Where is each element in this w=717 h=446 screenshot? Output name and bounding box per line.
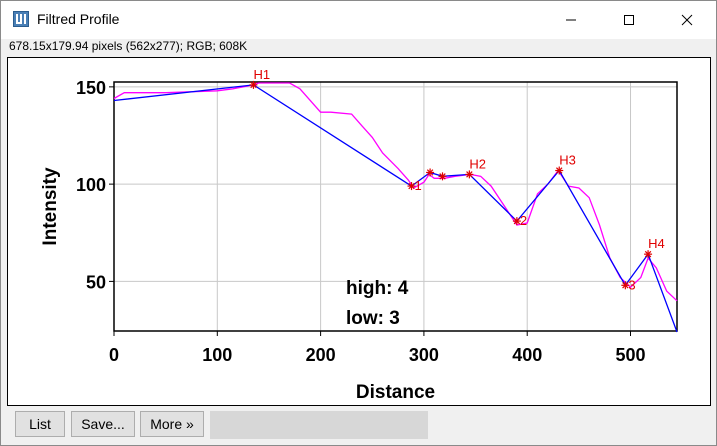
peak-marker — [249, 80, 258, 89]
minimize-icon — [566, 19, 576, 21]
peak-label: H3 — [559, 153, 576, 168]
y-tick-label: 150 — [76, 78, 106, 98]
peak-marker — [465, 170, 474, 179]
valley-label: 1 — [415, 178, 422, 193]
maximize-icon — [624, 15, 634, 25]
close-icon — [681, 14, 693, 26]
high-count-annotation: high: 4 — [346, 278, 409, 299]
x-tick-label: 400 — [512, 345, 542, 365]
close-button[interactable] — [658, 1, 716, 39]
x-tick-label: 200 — [306, 345, 336, 365]
y-tick-label: 50 — [86, 272, 106, 292]
imagej-app-icon — [13, 11, 29, 27]
peak-label: H1 — [253, 67, 270, 82]
x-tick-label: 0 — [109, 345, 119, 365]
peak-marker — [555, 166, 564, 175]
x-tick-label: 100 — [202, 345, 232, 365]
y-axis-title: Intensity — [40, 167, 61, 246]
title-bar[interactable]: Filtred Profile — [1, 1, 716, 39]
peak-label: H4 — [648, 236, 665, 251]
minor-marker — [438, 172, 447, 181]
valley-marker — [512, 217, 521, 226]
low-count-annotation: low: 3 — [346, 308, 400, 329]
image-info: 678.15x179.94 pixels (562x277); RGB; 608… — [9, 39, 248, 53]
peak-marker — [644, 250, 653, 259]
valley-marker — [621, 281, 630, 290]
x-tick-label: 500 — [615, 345, 645, 365]
x-axis-title: Distance — [356, 382, 435, 403]
minor-marker — [426, 168, 435, 177]
minimize-button[interactable] — [542, 1, 600, 39]
peak-label: H2 — [469, 156, 486, 171]
x-tick-label: 300 — [409, 345, 439, 365]
status-bar — [210, 411, 428, 439]
list-button[interactable]: List — [15, 411, 65, 437]
more-button[interactable]: More » — [140, 411, 204, 437]
filtered-profile-line — [113, 82, 678, 302]
valley-label: 3 — [628, 277, 635, 292]
y-tick-label: 100 — [76, 175, 106, 195]
save-button[interactable]: Save... — [71, 411, 135, 437]
window-title: Filtred Profile — [37, 11, 120, 27]
profile-plot-canvas[interactable]: 0 100 200 300 400 500 50 100 150 Distance Intensit… — [7, 57, 711, 406]
valley-marker — [407, 182, 416, 191]
profile-plot: 0 100 200 300 400 500 50 100 150 Distance Intensit… — [40, 67, 678, 403]
maximize-button[interactable] — [600, 1, 658, 39]
valley-label: 2 — [520, 213, 527, 228]
plot-frame — [113, 81, 678, 332]
